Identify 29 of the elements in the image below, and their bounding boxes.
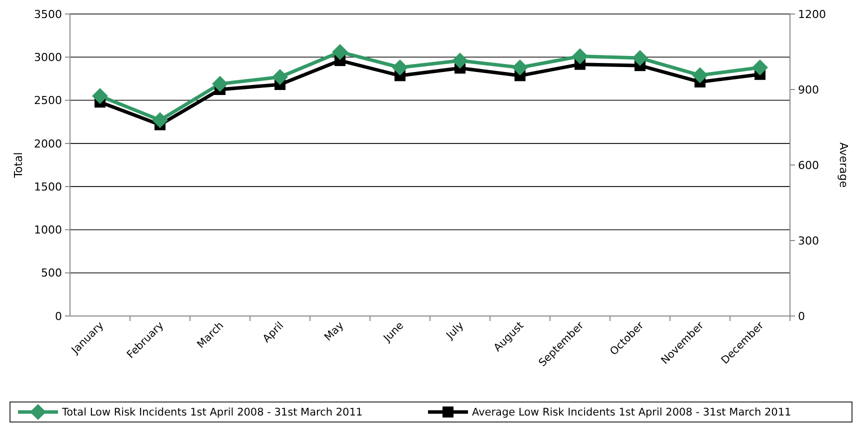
y-tick-label: 3500	[34, 8, 62, 21]
y-tick-label: 2500	[34, 94, 62, 108]
point	[752, 59, 768, 76]
y-tick-label: 500	[41, 266, 62, 280]
y-tick-label: 3000	[34, 50, 62, 64]
y-tick-label: 1000	[34, 224, 62, 237]
point	[452, 52, 468, 69]
y-tick-label: 0	[55, 310, 62, 323]
point	[92, 88, 108, 104]
point	[332, 44, 348, 60]
y2-tick-label: 1200	[798, 8, 826, 21]
point	[212, 76, 228, 92]
legend-label: Average Low Risk Incidents 1st April 2008 - 31st March 2011	[472, 406, 792, 419]
y-tick-label: 2000	[34, 137, 62, 150]
y-axis-title: Total	[12, 152, 25, 179]
point	[272, 68, 288, 85]
point	[692, 67, 708, 84]
y2-tick-label: 600	[798, 158, 819, 172]
y2-axis-title: Average	[837, 142, 850, 188]
point	[512, 59, 528, 76]
y2-tick-label: 300	[798, 234, 819, 248]
y-tick-label: 1500	[34, 180, 62, 194]
point	[152, 112, 168, 128]
point	[632, 50, 648, 66]
legend-label: Total Low Risk Incidents 1st April 2008 - 31st March 2011	[61, 406, 363, 419]
y2-tick-label: 900	[798, 83, 819, 96]
y2-tick-label: 0	[798, 310, 805, 323]
point	[392, 59, 408, 76]
point	[572, 48, 588, 64]
